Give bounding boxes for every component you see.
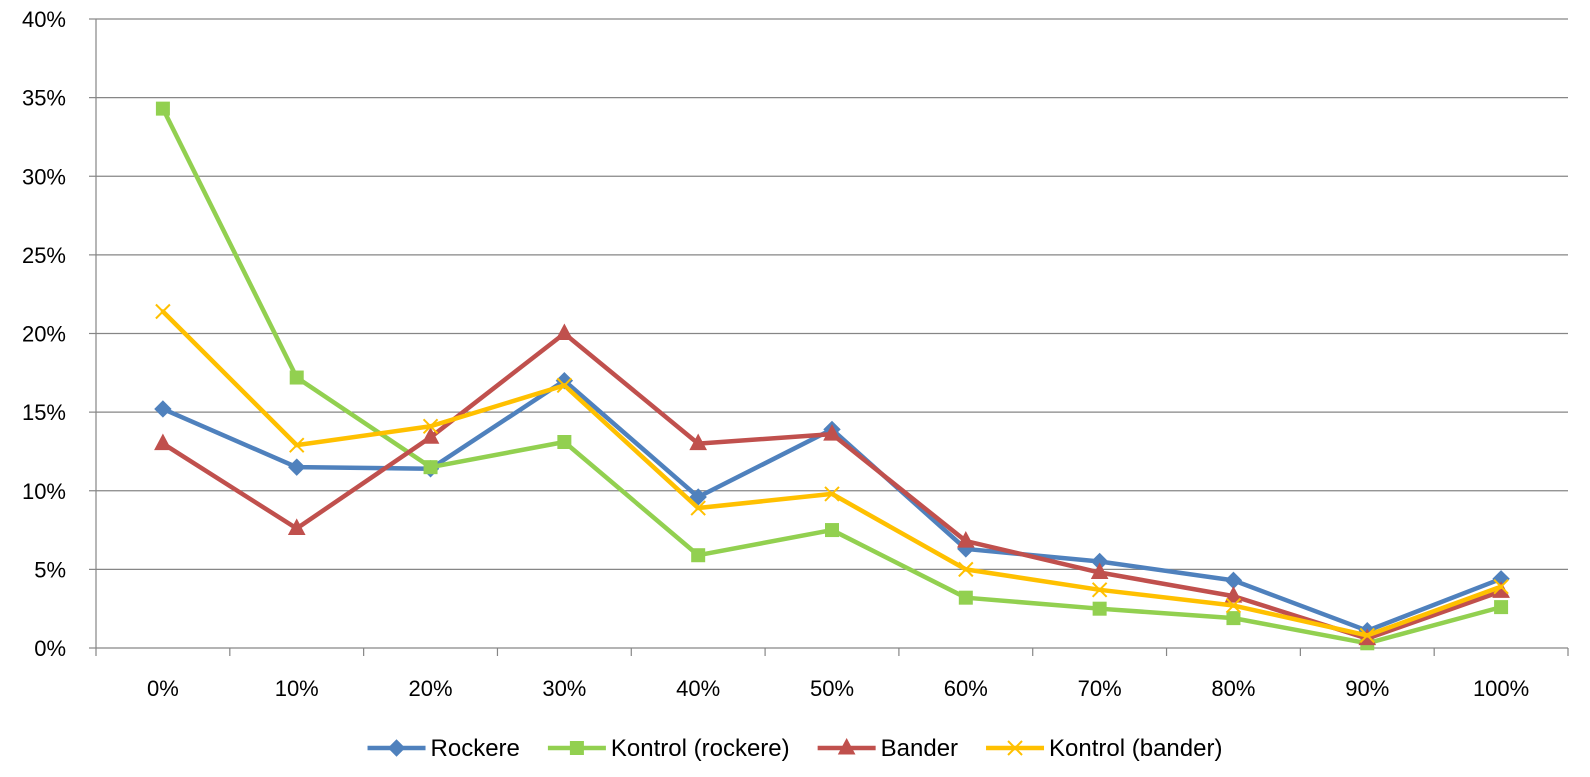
data-point [823,424,841,441]
data-point [1092,601,1107,616]
y-tick-label: 20% [22,322,66,347]
data-point [1091,582,1108,598]
legend-item-0: Rockere [367,735,520,762]
legend-label: Bander [881,735,958,762]
x-tick-label: 80% [1211,676,1255,701]
data-point [1494,600,1509,615]
series-line [160,378,1504,633]
series-1 [155,101,1509,651]
data-point [555,323,574,340]
legend-marker [837,737,856,755]
legend-item-2: Bander [817,735,958,762]
data-point [824,486,840,502]
data-point [288,458,306,476]
x-tick-label: 100% [1473,676,1529,701]
data-point [154,400,172,418]
data-point [556,377,573,394]
series-3 [155,303,1509,644]
series-group [154,101,1510,651]
x-tick-label: 30% [542,676,586,701]
legend-label: Kontrol (bander) [1049,735,1222,762]
data-point [1493,578,1509,595]
y-tick-label: 15% [22,400,66,425]
data-point [557,435,572,450]
y-tick-label: 40% [22,7,66,32]
data-point [958,590,973,605]
data-point [289,437,305,453]
data-point [1224,571,1243,590]
data-point [1226,611,1241,626]
series-2 [154,323,1510,646]
x-tick-label: 90% [1345,676,1389,701]
data-point [423,460,438,475]
legend-item-1: Kontrol (rockere) [547,735,790,762]
legend-item-3: Kontrol (bander) [986,735,1222,762]
y-tick-label: 5% [34,557,66,582]
data-point [422,418,439,434]
legend-marker [387,739,406,757]
legend: Rockere Kontrol (rockere) Bander Kontrol (b… [367,735,1222,762]
series-line [160,331,1504,641]
legend-label: Kontrol (rockere) [611,735,790,762]
y-tick-label: 30% [22,164,66,189]
y-tick-label: 0% [34,636,66,661]
data-point [421,427,440,444]
data-point [154,433,172,451]
data-point [287,518,306,535]
data-point [1225,597,1242,614]
x-tick-label: 70% [1078,676,1122,701]
data-point [825,523,839,538]
data-point [155,303,171,320]
y-tick-label: 35% [22,86,66,111]
data-point [690,500,706,516]
data-point [958,561,974,578]
x-tick-label: 20% [409,676,453,701]
x-tick-label: 10% [275,676,319,701]
x-tick-label: 0% [147,676,179,701]
data-point [1090,562,1109,580]
data-point [289,370,304,385]
gridlines [96,18,1568,570]
data-point [155,101,170,116]
data-point [691,548,706,563]
data-point [689,433,708,451]
y-tick-label: 25% [22,243,66,268]
x-tick-label: 50% [810,676,854,701]
x-tick-label: 40% [676,676,720,701]
data-point [956,531,975,548]
legend-label: Rockere [431,735,520,762]
data-point [1224,586,1243,603]
x-tick-label: 60% [944,676,988,701]
y-tick-label: 10% [22,479,66,504]
axes: 0% 5% 10% 15% 20% 25% 30% 35% 40% 0% 10% 20% 30% 40% 5… [22,7,1569,701]
series-line [160,309,1504,638]
series-line [160,106,1504,646]
legend-marker [1007,740,1023,756]
data-point [1359,627,1375,644]
legend-marker [569,741,584,755]
